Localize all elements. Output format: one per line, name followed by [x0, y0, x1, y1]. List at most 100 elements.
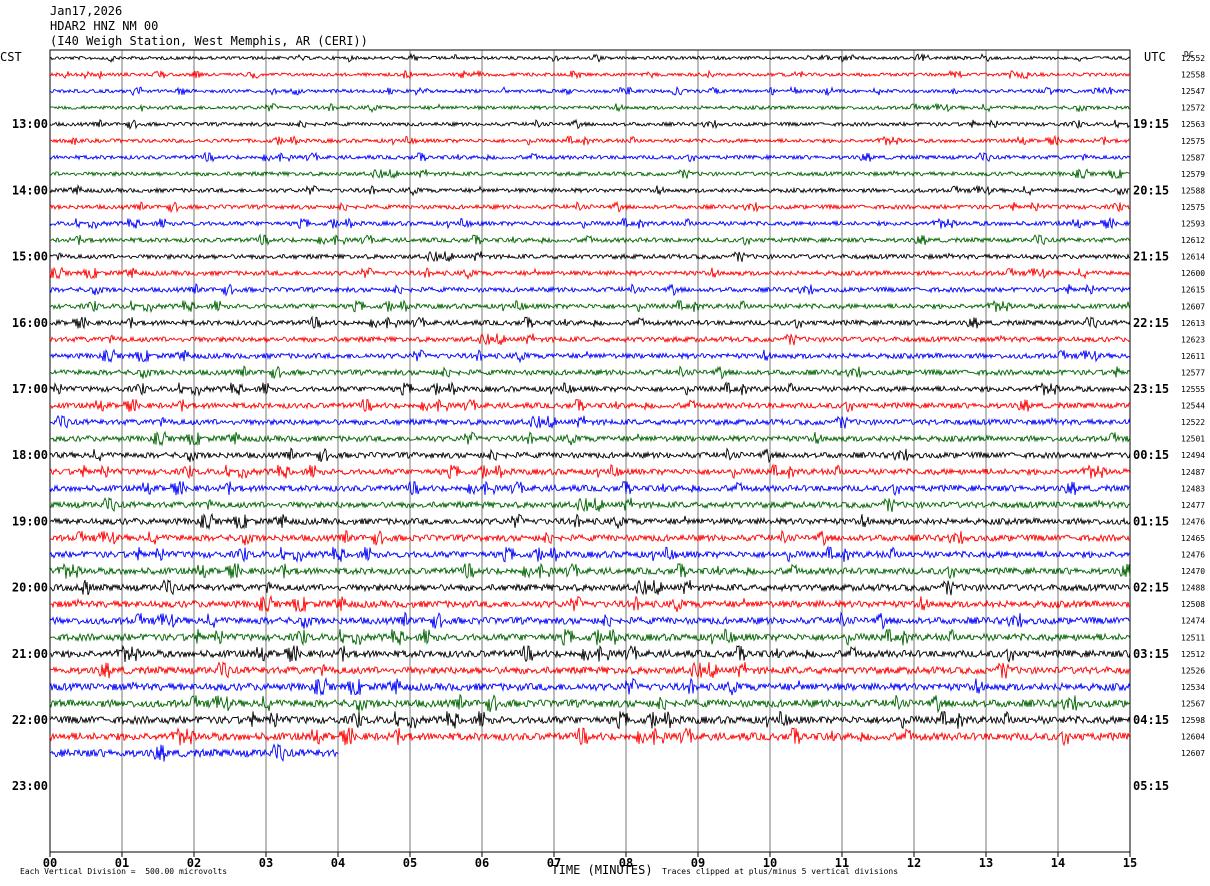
dc-offset-label: 12544 [1181, 402, 1205, 411]
seismic-trace [49, 184, 1130, 197]
seismic-trace [49, 266, 1131, 281]
utc-time-label: 21:15 [1133, 250, 1169, 264]
seismic-trace [49, 644, 1131, 663]
plot-frame [49, 49, 1131, 853]
seismic-trace [49, 661, 1131, 679]
x-tick-label: 00 [43, 856, 57, 870]
dc-offset-label: 12611 [1181, 352, 1205, 361]
seismic-trace [49, 333, 1131, 346]
seismic-trace [49, 134, 1131, 146]
seismic-trace [49, 545, 1131, 563]
cst-axis-label: CST [0, 50, 22, 64]
dc-offset-label: 12552 [1181, 54, 1205, 63]
dc-offset-label: 12470 [1181, 567, 1205, 576]
x-tick-label: 06 [475, 856, 489, 870]
cst-time-label: 13:00 [12, 117, 48, 131]
seismic-trace [49, 676, 1131, 697]
dc-offset-label: 12598 [1181, 716, 1205, 725]
utc-time-label: 01:15 [1133, 514, 1169, 528]
utc-time-label: 05:15 [1133, 779, 1169, 793]
dc-offset-label: 12477 [1181, 501, 1205, 510]
seismic-trace [49, 381, 1131, 397]
dc-offset-label: 12587 [1181, 153, 1205, 162]
x-tick-label: 15 [1123, 856, 1137, 870]
seismic-trace [49, 315, 1131, 330]
seismic-trace [49, 496, 1131, 513]
dc-offset-label: 12577 [1181, 368, 1205, 377]
seismic-trace [49, 365, 1131, 380]
cst-time-label: 20:00 [12, 581, 48, 595]
seismic-trace [49, 200, 1131, 214]
dc-offset-label: 12572 [1181, 104, 1205, 113]
dc-offset-label: 12547 [1181, 87, 1205, 96]
x-tick-label: 05 [403, 856, 417, 870]
seismic-trace [49, 529, 1131, 547]
cst-time-label: 19:00 [12, 514, 48, 528]
seismic-trace [50, 430, 1131, 447]
dc-offset-label: 12615 [1181, 286, 1205, 295]
utc-time-label: 00:15 [1133, 448, 1169, 462]
x-tick-label: 03 [259, 856, 273, 870]
utc-time-label: 20:15 [1133, 183, 1169, 197]
cst-time-label: 18:00 [12, 448, 48, 462]
seismic-trace [49, 594, 1131, 613]
dc-offset-label: 12607 [1181, 302, 1205, 311]
seismic-trace [49, 216, 1131, 230]
station-label: HDAR2 HNZ NM 00 [50, 19, 159, 33]
seismic-trace [49, 283, 1131, 297]
seismic-trace [49, 628, 1131, 646]
dc-offset-label: 12623 [1181, 335, 1205, 344]
utc-axis-label: UTC [1144, 50, 1166, 64]
seismic-trace [49, 69, 1131, 80]
dc-offset-label: 12501 [1181, 435, 1205, 444]
cst-time-label: 21:00 [12, 647, 48, 661]
seismic-trace [49, 118, 1131, 130]
seismic-trace [49, 611, 1131, 631]
seismic-trace [49, 447, 1131, 464]
footer-left-note: Each Vertical Division = 500.00 microvol… [20, 867, 228, 876]
x-tick-label: 07 [547, 856, 561, 870]
seismic-trace [49, 233, 1131, 246]
dc-offset-label: 12575 [1181, 203, 1205, 212]
x-tick-label: 13 [979, 856, 993, 870]
dc-column-label: DC [1184, 50, 1194, 59]
seismic-trace [49, 151, 1131, 163]
cst-time-label: 17:00 [12, 382, 48, 396]
x-tick-label: 09 [691, 856, 705, 870]
seismic-trace [49, 743, 339, 762]
dc-offset-label: 12476 [1181, 551, 1205, 560]
dc-offset-label: 12465 [1181, 534, 1205, 543]
seismic-trace [49, 726, 1131, 747]
cst-time-label: 22:00 [12, 713, 48, 727]
x-tick-label: 11 [835, 856, 849, 870]
dc-offset-label: 12567 [1181, 699, 1205, 708]
seismic-trace [49, 710, 1131, 730]
utc-time-label: 03:15 [1133, 647, 1169, 661]
utc-time-label: 22:15 [1133, 316, 1169, 330]
x-axis-title: TIME (MINUTES) [551, 863, 652, 877]
dc-offset-label: 12483 [1181, 484, 1205, 493]
cst-time-label: 16:00 [12, 316, 48, 330]
dc-offset-label: 12593 [1181, 220, 1205, 229]
seismic-trace [49, 693, 1131, 714]
seismic-trace [49, 52, 1131, 63]
seismic-trace [49, 463, 1131, 480]
x-tick-label: 04 [331, 856, 345, 870]
dc-offset-label: 12511 [1181, 633, 1205, 642]
seismic-trace [49, 168, 1131, 180]
dc-offset-label: 12614 [1181, 253, 1205, 262]
dc-offset-label: 12476 [1181, 517, 1205, 526]
footer-right-note: Traces clipped at plus/minus 5 vertical … [662, 867, 899, 876]
seismic-trace [49, 299, 1131, 314]
dc-offset-label: 12512 [1181, 650, 1205, 659]
dc-offset-label: 12508 [1181, 600, 1205, 609]
seismic-trace [49, 398, 1131, 413]
x-tick-label: 02 [187, 856, 201, 870]
dc-offset-label: 12487 [1181, 468, 1205, 477]
dc-offset-label: 12534 [1181, 683, 1205, 692]
dc-offset-label: 12612 [1181, 236, 1205, 245]
dc-offset-label: 12563 [1181, 120, 1205, 129]
dc-offset-label: 12558 [1181, 71, 1205, 80]
x-tick-label: 12 [907, 856, 921, 870]
utc-time-label: 02:15 [1133, 581, 1169, 595]
